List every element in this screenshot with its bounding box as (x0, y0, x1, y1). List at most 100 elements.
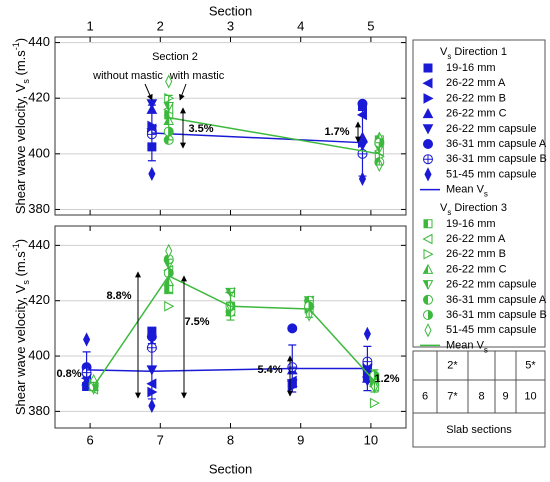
legend-label-part: 26-22 mm capsule (446, 123, 537, 135)
annotation: 0.8% (56, 368, 81, 380)
marker-shape (422, 280, 434, 291)
y-axis-label: Shear wave velocity, Vs (m.s-1) (11, 38, 31, 214)
y-tick-label: 420 (28, 90, 50, 105)
legend-title-part: Direction 3 (451, 202, 507, 214)
marker-shape (422, 263, 434, 274)
plot-frame (54, 225, 407, 429)
marker (422, 233, 433, 245)
legend-label: 26-22 mm C (446, 263, 507, 275)
x-axis-label: Section (209, 3, 252, 18)
arrow (179, 83, 187, 101)
marker (164, 300, 175, 312)
table-cell: 6 (422, 390, 428, 402)
x-tick-label: 9 (297, 432, 304, 447)
marker (424, 167, 432, 182)
legend-title-part: V (440, 202, 448, 214)
slab-table-box (412, 350, 546, 448)
marker (422, 294, 434, 305)
marker (423, 63, 433, 73)
annotation: 8.8% (106, 290, 131, 302)
marker (422, 124, 434, 135)
y-tick-label: 380 (28, 403, 50, 418)
marker-shape (165, 243, 173, 259)
marker-shape (424, 167, 432, 182)
marker-shape (422, 310, 434, 320)
legend-label: 51-45 mm capsule (446, 324, 537, 336)
x-tick-label: 8 (227, 432, 234, 447)
marker (165, 243, 173, 259)
legend-label: Mean Vs (446, 184, 488, 199)
marker-shape (146, 331, 157, 342)
legend-label-part: 26-22 mm capsule (446, 279, 537, 291)
marker (287, 323, 298, 334)
marker-shape (422, 108, 434, 119)
legend-label: 26-22 mm C (446, 108, 507, 120)
legend-label: 26-22 mm capsule (446, 279, 537, 291)
marker-shape (165, 74, 173, 89)
legend-label: 36-31 mm capsule B (446, 309, 547, 321)
error-bar (375, 142, 384, 166)
table-cell: 2* (447, 359, 458, 371)
marker (146, 331, 157, 342)
legend-label: 26-22 mm A (446, 77, 506, 89)
annotation: 3.5% (188, 123, 213, 135)
annotation: 7.5% (184, 316, 209, 328)
x-tick-label: 4 (297, 18, 304, 33)
table-cell: 5* (525, 359, 536, 371)
table-cell: 8 (478, 390, 484, 402)
marker-shape (423, 248, 434, 260)
legend-label: 51-45 mm capsule (446, 168, 537, 180)
marker (422, 263, 434, 274)
mean-line (86, 367, 368, 373)
legend-label: 26-22 mm capsule (446, 123, 537, 135)
legend-label-part: 51-45 mm capsule (446, 324, 537, 336)
y-axis-label-part: ) (13, 38, 28, 42)
legend-label-part: 19-16 mm (446, 62, 496, 74)
legend-title-part: s (447, 52, 451, 61)
marker (423, 219, 433, 229)
marker-plus (423, 154, 433, 164)
x-axis-label: Section (209, 461, 252, 476)
table-caption: Slab sections (446, 424, 512, 436)
marker-shape (423, 93, 434, 104)
y-axis-label-part: ) (13, 239, 28, 243)
marker (423, 93, 434, 104)
annotation: 5.4% (257, 364, 282, 376)
marker-shape (422, 77, 433, 89)
marker-shape (423, 219, 433, 229)
legend-label-part: 26-22 mm A (446, 233, 506, 245)
legend-label-part: s (484, 189, 488, 198)
legend-label-part: 36-31 mm capsule A (446, 138, 547, 150)
error-bar (358, 108, 367, 177)
legend-label-part: s (484, 345, 488, 354)
marker-shape (148, 166, 156, 181)
marker (422, 154, 434, 165)
legend-label-part: Mean V (446, 339, 485, 351)
marker (148, 166, 156, 181)
legend-label: 26-22 mm B (446, 248, 506, 260)
marker-shape (422, 124, 434, 135)
annotation: 1.2% (374, 373, 399, 385)
y-axis-label-part: s (21, 280, 31, 285)
y-axis-label-part: (m.s (13, 50, 28, 79)
marker (422, 108, 434, 119)
y-axis-label-part: -1 (11, 243, 21, 251)
legend-label: 19-16 mm (446, 62, 496, 74)
x-tick-label: 2 (157, 18, 164, 33)
marker-shape (423, 63, 433, 73)
y-tick-label: 440 (28, 34, 50, 49)
marker-shape (83, 332, 91, 347)
marker-shape (422, 294, 434, 305)
legend-label-part: 26-22 mm C (446, 263, 507, 275)
legend-label: 36-31 mm capsule B (446, 153, 547, 165)
x-tick-label: 1 (86, 18, 93, 33)
marker-shape (357, 98, 368, 109)
y-axis-label-part: Shear wave velocity, V (13, 83, 28, 214)
table-cell: 9 (502, 390, 508, 402)
legend-label-part: 26-22 mm B (446, 92, 506, 104)
mean-line (168, 116, 380, 155)
marker-shape (424, 323, 432, 338)
legend-label-part: 26-22 mm C (446, 108, 507, 120)
